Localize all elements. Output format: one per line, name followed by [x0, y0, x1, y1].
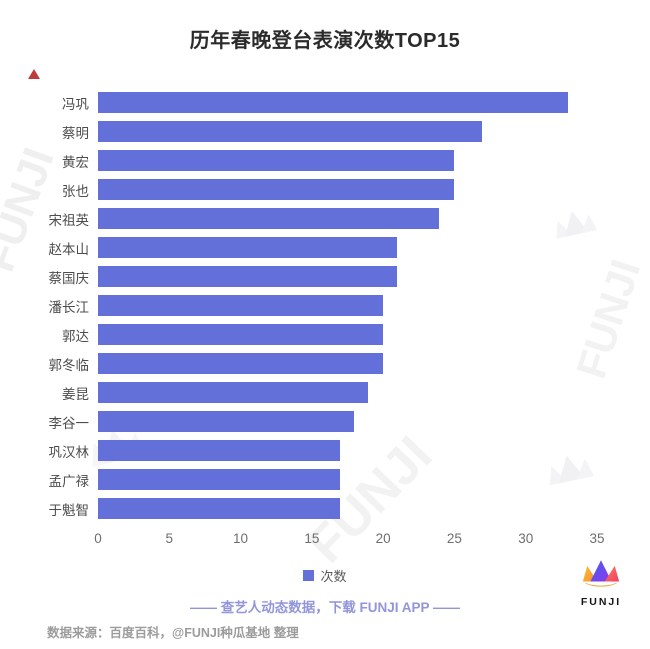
x-tick-label: 15 [304, 531, 320, 546]
x-tick-label: 5 [165, 531, 174, 546]
bar [98, 121, 483, 142]
category-label: 蔡国庆 [48, 270, 90, 286]
x-tick-label: 25 [446, 531, 462, 546]
chart-row: 冯巩 [0, 88, 650, 117]
bar [98, 266, 397, 287]
category-label: 李谷一 [48, 415, 90, 431]
chart-title: 历年春晚登台表演次数TOP15 [189, 30, 461, 52]
category-label: 张也 [62, 183, 89, 199]
bar-track [98, 208, 596, 229]
category-label: 潘长江 [48, 299, 90, 315]
category-label: 巩汉林 [48, 444, 90, 460]
bar-track [98, 498, 596, 519]
chart-row: 黄宏 [0, 146, 650, 175]
bar [98, 324, 383, 345]
bar [98, 208, 440, 229]
x-tick-label: 30 [518, 531, 534, 546]
data-source-text: 数据来源：百度百科，@FUNJI种瓜基地 整理 [47, 626, 299, 640]
x-tick-label: 20 [375, 531, 391, 546]
chart-rows: 冯巩蔡明黄宏张也宋祖英赵本山蔡国庆潘长江郭达郭冬临姜昆李谷一巩汉林孟广禄于魁智 [0, 88, 650, 523]
chart-row: 郭冬临 [0, 349, 650, 378]
category-label: 于魁智 [48, 502, 90, 518]
bar [98, 498, 340, 519]
bar-track [98, 150, 596, 171]
bar [98, 179, 454, 200]
promo-text: —— 查艺人动态数据，下载 FUNJI APP —— [189, 600, 461, 615]
chart-row: 蔡明 [0, 117, 650, 146]
chart-row: 张也 [0, 175, 650, 204]
bar-track [98, 440, 596, 461]
chart-row: 于魁智 [0, 494, 650, 523]
bar-track [98, 121, 596, 142]
category-label: 黄宏 [62, 154, 89, 170]
chart-row: 蔡国庆 [0, 262, 650, 291]
bar-track [98, 411, 596, 432]
bar [98, 353, 383, 374]
chart-row: 巩汉林 [0, 436, 650, 465]
x-axis-ticks: 0 5 10 15 20 25 30 35 [94, 531, 604, 549]
chart-row: 潘长江 [0, 291, 650, 320]
bar [98, 295, 383, 316]
x-tick-label: 0 [94, 531, 102, 546]
chart-row: 孟广禄 [0, 465, 650, 494]
bar-track [98, 92, 596, 113]
bar [98, 92, 568, 113]
category-label: 蔡明 [62, 125, 89, 141]
category-label: 郭达 [62, 328, 89, 344]
x-tick-label: 35 [589, 531, 605, 546]
bar [98, 237, 397, 258]
funji-logo: FUNJI [576, 558, 626, 608]
x-tick-label: 10 [233, 531, 249, 546]
bar-track [98, 324, 596, 345]
chart-row: 李谷一 [0, 407, 650, 436]
red-triangle-marker [28, 69, 40, 79]
bar [98, 150, 454, 171]
bar [98, 382, 369, 403]
category-label: 姜昆 [62, 386, 89, 402]
chart-row: 郭达 [0, 320, 650, 349]
bar-track [98, 179, 596, 200]
category-label: 赵本山 [48, 241, 90, 257]
bar [98, 469, 340, 490]
category-label: 宋祖英 [48, 212, 90, 228]
bar [98, 411, 355, 432]
chart-row: 宋祖英 [0, 204, 650, 233]
logo-wordmark: FUNJI [580, 596, 622, 608]
legend: 次数 [0, 566, 650, 585]
crown-logo-icon [582, 560, 620, 587]
bar [98, 440, 340, 461]
bar-track [98, 295, 596, 316]
chart-row: 姜昆 [0, 378, 650, 407]
bar-track [98, 353, 596, 374]
category-label: 郭冬临 [48, 357, 90, 373]
category-label: 冯巩 [62, 96, 89, 112]
legend-label: 次数 [320, 569, 347, 584]
bar-track [98, 266, 596, 287]
bar-track [98, 237, 596, 258]
bar-track [98, 469, 596, 490]
category-label: 孟广禄 [48, 473, 90, 489]
bar-track [98, 382, 596, 403]
legend-swatch-icon [303, 570, 315, 581]
chart-row: 赵本山 [0, 233, 650, 262]
